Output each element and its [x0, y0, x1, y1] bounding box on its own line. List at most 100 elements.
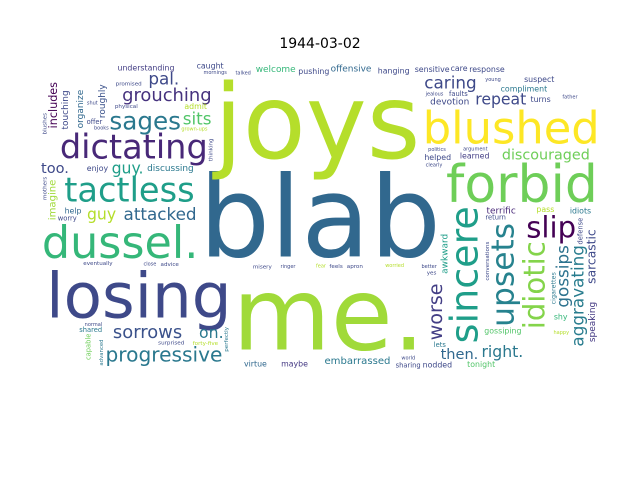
word-jealous: jealous	[425, 91, 444, 97]
word-argument: argument	[463, 146, 487, 152]
word-pal: pal.	[148, 69, 179, 89]
word-understanding: understanding	[118, 64, 175, 73]
word-young: young	[485, 77, 501, 83]
word-defense: defense	[576, 218, 584, 245]
word-talked: talked	[235, 70, 250, 76]
word-turns: turns	[531, 95, 551, 104]
word-virtue: virtue	[244, 359, 267, 368]
word-shy: shy	[554, 312, 568, 321]
word-clearly: clearly	[426, 162, 443, 168]
word-conversations: conversations	[485, 242, 491, 281]
word-blab: blab	[199, 153, 441, 283]
word-joys: joys	[212, 63, 420, 183]
word-dussel: dussel.	[42, 218, 199, 269]
word-world: world	[401, 356, 415, 362]
word-guy: guy	[87, 204, 116, 223]
word-shut: shut	[87, 101, 98, 107]
word-perfectly: perfectly	[224, 326, 230, 352]
word-care: care	[451, 64, 468, 73]
word-close: close	[143, 262, 156, 268]
word-nodded: nodded	[423, 360, 453, 369]
word-caught: caught	[197, 61, 224, 70]
word-sarcastic: sarcastic	[584, 229, 598, 284]
word-faults: faults	[449, 90, 468, 98]
word-blushed: blushed	[423, 102, 600, 155]
word-capable: capable	[84, 334, 92, 360]
word-organize: organize	[76, 89, 86, 128]
word-yes: yes	[427, 271, 437, 277]
word-fear: fear	[316, 264, 327, 270]
word-on: on.	[199, 323, 224, 342]
word-me: me.	[233, 256, 425, 374]
word-caring: caring	[424, 73, 476, 93]
word-worry: worry	[58, 215, 77, 223]
word-advanced: advanced	[99, 339, 105, 365]
word-discussing: discussing	[147, 164, 194, 174]
word-grown-ups: grown-ups	[181, 127, 208, 133]
word-sages: sages	[109, 106, 181, 135]
word-idiots: idiots	[570, 206, 591, 215]
word-father: father	[562, 94, 578, 100]
word-offensive: offensive	[331, 65, 372, 75]
word-includes: includes	[47, 82, 60, 129]
word-speaking: speaking	[588, 302, 598, 342]
word-shared: shared	[79, 326, 102, 334]
word-happy: happy	[554, 330, 570, 336]
word-politics: politics	[428, 147, 446, 153]
word-feels: feels	[329, 264, 342, 270]
word-discouraged: discouraged	[502, 147, 590, 163]
word-admit: admit	[184, 102, 207, 111]
word-slip: slip	[526, 211, 576, 245]
word-advice: advice	[161, 262, 180, 268]
word-sorrows: sorrows	[113, 322, 182, 343]
word-hanging: hanging	[378, 66, 410, 75]
word-surprised: surprised	[158, 341, 185, 347]
word-right: right.	[481, 342, 523, 361]
word-pass: pass	[536, 205, 554, 214]
word-awkward: awkward	[440, 234, 450, 274]
word-maybe: maybe	[281, 360, 308, 369]
word-promised: promised	[116, 82, 143, 88]
word-losing: losing	[46, 259, 231, 332]
word-normal: normal	[85, 322, 103, 328]
word-pushing: pushing	[298, 67, 329, 76]
word-mornings: mornings	[204, 70, 228, 76]
word-too: too.	[41, 160, 69, 177]
word-help: help	[65, 207, 82, 216]
word-attacked: attacked	[124, 204, 197, 224]
word-idiotic: idiotic	[518, 241, 552, 329]
word-touching: touching	[61, 90, 71, 129]
word-learned: learned	[460, 151, 490, 160]
word-better: better	[421, 264, 437, 270]
word-thinking: thinking	[209, 138, 215, 161]
word-ringer: ringer	[281, 264, 297, 270]
word-dictating: dictating	[60, 128, 208, 167]
word-tactless: tactless	[64, 170, 194, 209]
word-grouching: grouching	[122, 85, 212, 106]
word-worse: worse	[425, 284, 447, 341]
word-sharing: sharing	[396, 362, 421, 370]
word-enjoy: enjoy	[87, 164, 109, 173]
word-helped: helped	[424, 153, 451, 162]
word-forbid: forbid	[446, 155, 598, 215]
word-tonight: tonight	[467, 360, 495, 369]
word-repeat: repeat	[475, 90, 526, 109]
word-gossiping: gossiping	[484, 326, 521, 335]
word-lets: lets	[434, 341, 447, 349]
word-offer: offer	[87, 118, 103, 126]
word-sincere: sincere	[443, 206, 487, 343]
word-welcome: welcome	[256, 65, 296, 75]
chart-title: 1944-03-02	[279, 36, 361, 52]
word-upsets: upsets	[485, 223, 521, 327]
word-books: books	[94, 125, 109, 131]
word-roughly: roughly	[98, 84, 108, 118]
word-compliment: compliment	[501, 84, 548, 93]
word-forty-five: forty-five	[193, 341, 219, 347]
word-terrific: terrific	[486, 206, 515, 216]
word-blushes: blushes	[43, 113, 49, 135]
word-then: then.	[441, 346, 479, 363]
word-apron: apron	[347, 264, 364, 270]
word-devotion: devotion	[430, 98, 469, 108]
word-guy: guy.	[112, 159, 144, 178]
